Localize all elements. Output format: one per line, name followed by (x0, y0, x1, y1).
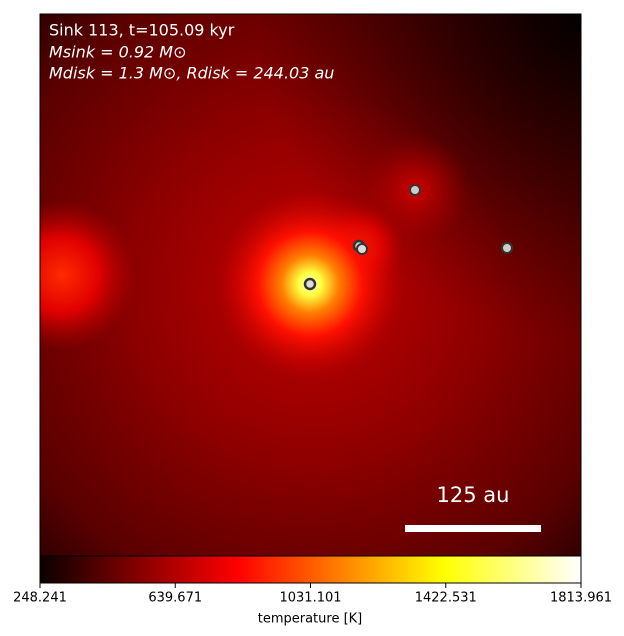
sinks (303, 184, 513, 291)
colorbar-tick-label: 1422.531 (415, 591, 477, 606)
sink (501, 242, 513, 254)
colorbar-tick-label: 639.671 (148, 591, 202, 606)
sink (303, 277, 317, 291)
colorbar-tick-label: 1813.961 (550, 591, 612, 606)
annotation: Sink 113, t=105.09 kyr (49, 21, 235, 40)
annotation: Mdisk = 1.3 M⊙, Rdisk = 244.03 au (49, 64, 334, 83)
sink (356, 243, 368, 255)
sink (409, 184, 421, 196)
colorbar-tick-label: 248.241 (13, 591, 67, 606)
scale-bar (405, 525, 541, 532)
colorbar-label: temperature [K] (258, 612, 363, 627)
annotation: Msink = 0.92 M⊙ (49, 43, 187, 62)
heatmap-image (40, 14, 581, 556)
colorbar (39, 555, 582, 584)
colorbar-tick-label: 1031.101 (279, 591, 341, 606)
scale-bar-label: 125 au (437, 483, 510, 507)
